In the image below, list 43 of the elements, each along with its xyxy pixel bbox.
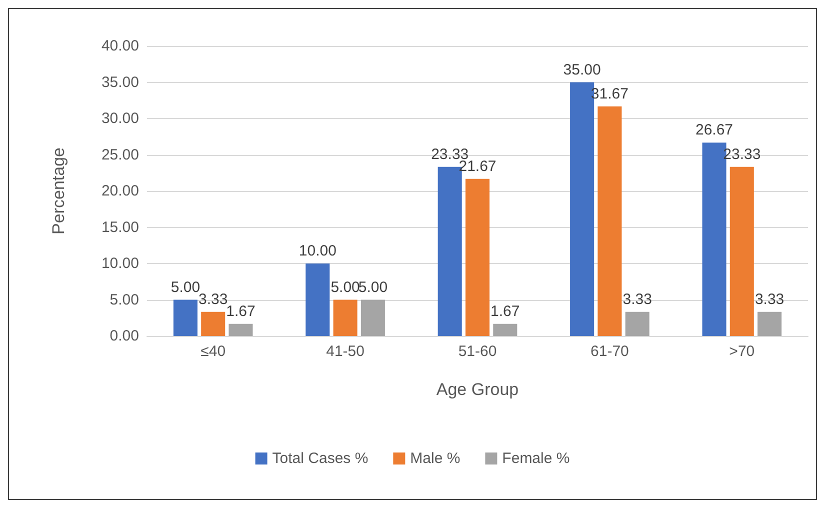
bar (493, 324, 518, 336)
bar (625, 312, 650, 336)
y-tick-label: 35.00 (101, 74, 139, 91)
legend-label: Female % (502, 450, 570, 467)
x-tick-label: 51-60 (458, 343, 497, 360)
data-label: 5.00 (330, 278, 360, 296)
y-tick-label: 5.00 (110, 291, 139, 308)
data-label: 1.67 (226, 302, 256, 320)
y-tick-label: 0.00 (110, 328, 139, 344)
y-tick-label: 10.00 (101, 255, 139, 272)
data-label: 35.00 (563, 61, 601, 78)
bar (173, 300, 198, 336)
bar (360, 300, 385, 336)
x-tick-label: ≤40 (200, 343, 226, 360)
y-axis-title: Percentage (49, 148, 68, 234)
y-tick-label: 30.00 (101, 110, 139, 127)
bar (333, 300, 358, 336)
bar (598, 106, 622, 336)
bar (201, 312, 226, 336)
data-label: 26.67 (695, 122, 734, 139)
y-tick-label: 15.00 (101, 218, 139, 236)
data-label: 10.00 (298, 242, 336, 260)
bar (730, 166, 754, 336)
x-tick-label: 41-50 (326, 343, 364, 360)
bar (228, 324, 253, 336)
y-tick-label: 25.00 (101, 146, 139, 164)
legend-label: Male % (410, 450, 460, 467)
data-label: 3.33 (198, 290, 228, 308)
legend-label: Total Cases % (272, 450, 368, 467)
data-label: 3.33 (754, 290, 784, 308)
bar (306, 264, 330, 336)
x-axis-title: Age Group (436, 380, 519, 399)
data-label: 3.33 (622, 290, 652, 308)
data-label: 5.00 (358, 278, 388, 296)
data-label: 5.00 (170, 278, 200, 296)
bar (758, 312, 782, 336)
bar (465, 178, 490, 336)
x-tick-label: >70 (729, 343, 755, 360)
data-label: 1.67 (490, 302, 520, 320)
y-tick-label: 40.00 (101, 38, 139, 54)
y-tick-label: 20.00 (101, 182, 139, 200)
x-tick-label: 61-70 (590, 343, 629, 360)
data-label: 21.67 (458, 158, 496, 175)
